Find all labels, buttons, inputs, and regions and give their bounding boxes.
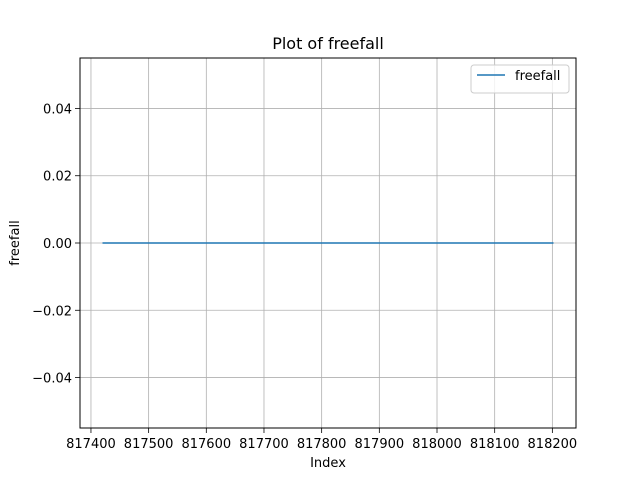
x-tick-label: 817800 bbox=[297, 437, 347, 452]
x-tick-label: 818100 bbox=[470, 437, 520, 452]
x-tick-label: 818200 bbox=[528, 437, 578, 452]
x-axis-label: Index bbox=[310, 456, 346, 471]
x-tick-label: 817900 bbox=[355, 437, 405, 452]
legend-box bbox=[470, 64, 570, 94]
y-tick-label: 0.02 bbox=[43, 170, 72, 185]
y-tick-label: 0.00 bbox=[43, 237, 72, 252]
y-axis-ticks: −0.04 −0.02 0.00 0.02 0.04 bbox=[32, 102, 80, 387]
x-tick-label: 817600 bbox=[181, 437, 231, 452]
y-tick-label: −0.04 bbox=[32, 372, 72, 387]
x-axis-ticks: 817400 817500 817600 817700 817800 817900 8180… bbox=[66, 428, 577, 452]
y-axis-label: freefall bbox=[8, 220, 23, 265]
legend: freefall bbox=[470, 64, 570, 94]
y-tick-label: 0.04 bbox=[43, 102, 72, 117]
y-tick-label: −0.02 bbox=[32, 304, 72, 319]
x-tick-label: 817400 bbox=[66, 437, 116, 452]
x-tick-label: 817700 bbox=[239, 437, 289, 452]
x-tick-label: 817500 bbox=[124, 437, 174, 452]
chart-title: Plot of freefall bbox=[272, 34, 384, 53]
legend-label-freefall: freefall bbox=[515, 69, 560, 84]
x-tick-label: 818000 bbox=[412, 437, 462, 452]
